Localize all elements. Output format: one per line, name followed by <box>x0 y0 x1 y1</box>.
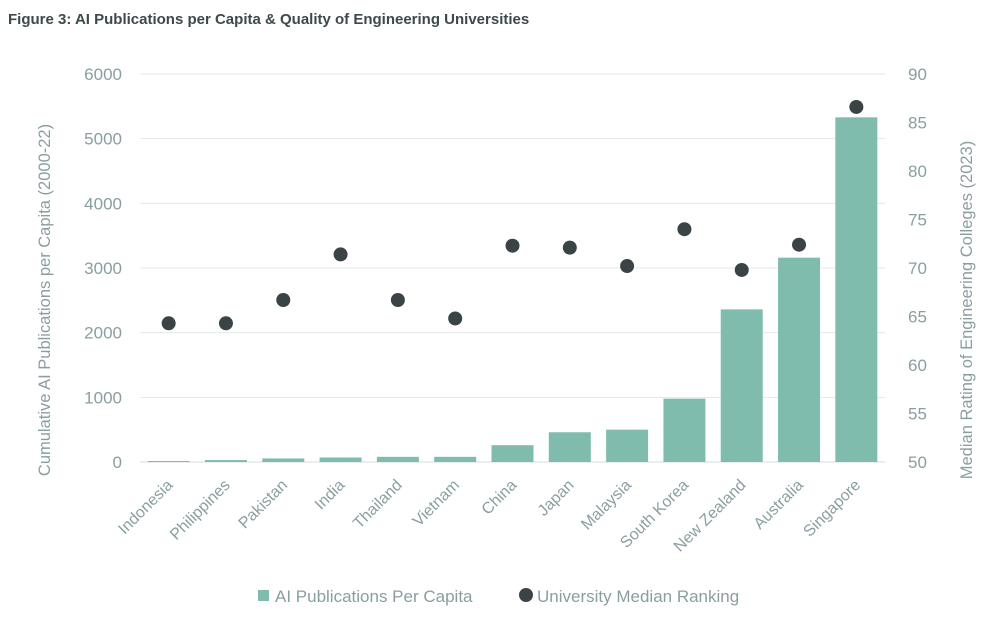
left-y-tick-label: 3000 <box>84 259 122 278</box>
right-y-tick-label: 65 <box>908 308 927 327</box>
right-y-tick-label: 55 <box>908 405 927 424</box>
x-tick-label: Singapore <box>801 477 865 541</box>
x-tick-label: Pakistan <box>236 477 291 532</box>
point-india <box>333 247 348 262</box>
x-tick-label: China <box>479 477 521 519</box>
bar-malaysia <box>606 429 649 462</box>
bar-south-korea <box>663 398 706 462</box>
left-y-tick-label: 6000 <box>84 65 122 84</box>
left-y-tick-label: 0 <box>113 453 122 472</box>
x-tick-label: Vietnam <box>410 477 463 530</box>
point-vietnam <box>448 311 463 326</box>
point-australia <box>792 237 807 252</box>
chart-title: Figure 3: AI Publications per Capita & Q… <box>8 11 529 28</box>
x-tick-label: Japan <box>535 477 578 520</box>
bar-new-zealand <box>720 309 763 462</box>
legend-dot-swatch <box>519 588 533 602</box>
x-tick-label: Malaysia <box>578 477 635 534</box>
point-new-zealand <box>734 262 749 277</box>
legend-bar-label: AI Publications Per Capita <box>275 587 473 606</box>
point-pakistan <box>276 293 291 308</box>
bar-thailand <box>376 456 419 462</box>
right-y-tick-label: 80 <box>908 162 927 181</box>
left-y-axis-title: Cumulative AI Publications per Capita (2… <box>36 124 54 476</box>
x-tick-label: Indonesia <box>115 477 176 538</box>
point-thailand <box>390 293 405 308</box>
right-y-axis: 50 55 60 65 70 75 80 85 90 <box>908 65 927 472</box>
right-y-tick-label: 70 <box>908 259 927 278</box>
x-tick-label: Thailand <box>350 477 405 532</box>
bar-australia <box>778 257 821 462</box>
point-indonesia <box>161 316 176 331</box>
right-y-tick-label: 90 <box>908 65 927 84</box>
left-y-tick-label: 1000 <box>84 388 122 407</box>
right-y-tick-label: 85 <box>908 114 927 133</box>
bar-singapore <box>835 117 878 463</box>
right-y-axis-title: Median Rating of Engineering Colleges (2… <box>958 141 976 479</box>
x-tick-label: Australia <box>751 477 807 533</box>
left-y-tick-label: 4000 <box>84 194 122 213</box>
x-tick-label: India <box>312 477 349 514</box>
right-y-tick-label: 60 <box>908 356 927 375</box>
bar-series <box>147 117 878 463</box>
right-y-tick-label: 75 <box>908 211 927 230</box>
bar-pakistan <box>262 458 305 462</box>
bar-philippines <box>204 460 247 462</box>
left-y-axis: 0 1000 2000 3000 4000 5000 6000 <box>84 65 122 472</box>
bar-vietnam <box>434 456 477 462</box>
legend: AI Publications Per Capita University Me… <box>258 587 739 606</box>
point-japan <box>562 240 577 255</box>
point-malaysia <box>620 259 635 274</box>
left-y-tick-label: 5000 <box>84 130 122 149</box>
bar-india <box>319 457 362 462</box>
point-china <box>505 238 520 253</box>
bar-indonesia <box>147 461 190 462</box>
scatter-series <box>161 99 864 331</box>
legend-bar-swatch <box>258 590 269 601</box>
x-tick-label: Philippines <box>167 477 234 544</box>
point-south-korea <box>677 222 692 237</box>
legend-dot-label: University Median Ranking <box>537 587 739 606</box>
left-y-tick-label: 2000 <box>84 324 122 343</box>
gridlines <box>140 73 885 463</box>
right-y-tick-label: 50 <box>908 453 927 472</box>
bar-japan <box>548 432 591 462</box>
point-singapore <box>849 99 864 114</box>
point-philippines <box>218 316 233 331</box>
bar-china <box>491 445 534 462</box>
